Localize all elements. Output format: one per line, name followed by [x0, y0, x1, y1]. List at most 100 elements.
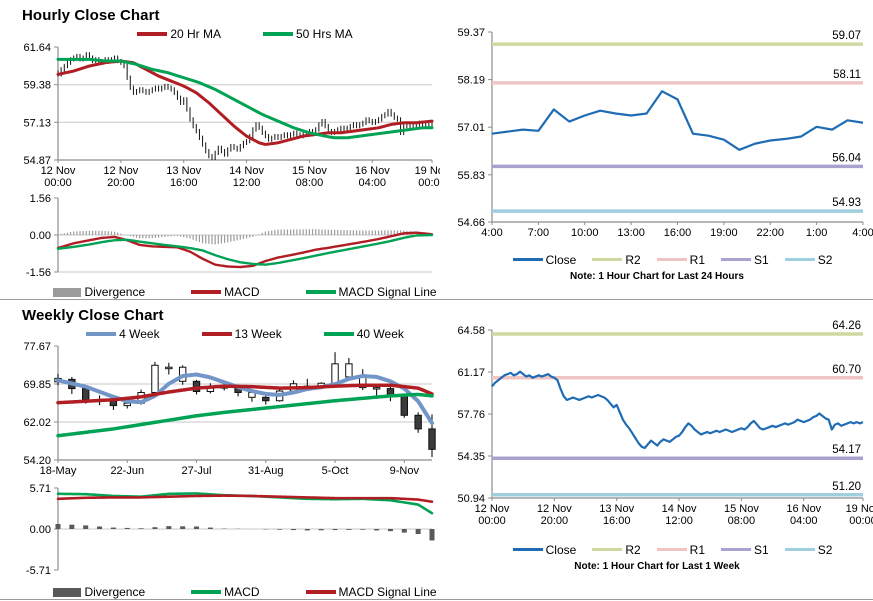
- line-swatch-icon: [191, 590, 222, 594]
- legend-label: R2: [625, 252, 641, 267]
- svg-text:12:00: 12:00: [665, 515, 693, 527]
- legend-label: Divergence: [84, 585, 146, 599]
- legend-item-macd: MACD: [191, 585, 260, 599]
- legend-label: Close: [545, 252, 577, 267]
- line-swatch-icon: [656, 257, 687, 262]
- svg-text:59.38: 59.38: [23, 80, 51, 92]
- svg-text:55.83: 55.83: [457, 170, 485, 182]
- svg-text:1:00: 1:00: [806, 227, 827, 239]
- svg-text:59.07: 59.07: [832, 30, 861, 42]
- svg-text:08:00: 08:00: [296, 177, 324, 189]
- legend-label: 50 Hrs MA: [296, 27, 353, 41]
- legend-label: R2: [625, 542, 641, 557]
- hourly-section-title: Hourly Close Chart: [22, 7, 160, 24]
- svg-text:64.26: 64.26: [832, 320, 861, 332]
- svg-text:10:00: 10:00: [571, 227, 599, 239]
- hourly-section: Hourly Close Chart 20 Hr MA 50 Hrs MA 61.…: [0, 0, 873, 300]
- svg-text:16:00: 16:00: [664, 227, 692, 239]
- line-swatch-icon: [305, 290, 336, 294]
- legend-label: R1: [689, 542, 705, 557]
- line-swatch-icon: [191, 290, 222, 294]
- svg-text:7:00: 7:00: [528, 227, 549, 239]
- svg-text:51.20: 51.20: [832, 481, 861, 493]
- weekly-section: Weekly Close Chart 4 Week 13 Week 40 Week …: [0, 300, 873, 600]
- line-swatch-icon: [512, 257, 543, 262]
- legend-item-macd: MACD: [191, 285, 260, 299]
- svg-text:-1.56: -1.56: [26, 267, 51, 279]
- svg-text:13 Nov: 13 Nov: [599, 503, 634, 515]
- line-swatch-icon: [784, 257, 815, 262]
- svg-text:0.00: 0.00: [30, 524, 51, 536]
- legend-label: R1: [689, 252, 705, 267]
- divergence-swatch-icon: [53, 287, 82, 297]
- weekly-chart-note: Note: 1 Hour Chart for Last 1 Week: [574, 561, 740, 572]
- svg-text:12 Nov: 12 Nov: [103, 165, 138, 177]
- legend-label: 13 Week: [234, 327, 282, 341]
- legend-label: Close: [545, 542, 577, 557]
- svg-text:69.85: 69.85: [23, 379, 51, 391]
- svg-text:27-Jul: 27-Jul: [182, 465, 212, 477]
- legend-label: 40 Week: [356, 327, 404, 341]
- line-swatch-icon: [721, 547, 751, 552]
- svg-text:22-Jun: 22-Jun: [110, 465, 144, 477]
- svg-text:12 Nov: 12 Nov: [537, 503, 572, 515]
- weekly-macd-legend: Divergence MACD MACD Signal Line: [53, 584, 437, 600]
- weekly-right-panel: 64.58 61.17 57.76 54.35 50.94 12 Nov 00:00 12 N…: [438, 300, 873, 599]
- svg-text:57.76: 57.76: [457, 409, 485, 421]
- svg-text:54.66: 54.66: [457, 217, 485, 229]
- legend-item-macd-signal-line: MACD Signal Line: [305, 285, 437, 299]
- line-swatch-icon: [656, 547, 687, 552]
- svg-text:0.00: 0.00: [30, 230, 51, 242]
- svg-text:13 Nov: 13 Nov: [166, 165, 201, 177]
- svg-text:50.94: 50.94: [457, 493, 485, 505]
- weekly-left-panel: Weekly Close Chart 4 Week 13 Week 40 Week …: [0, 300, 438, 599]
- line-swatch-icon: [305, 590, 336, 594]
- line-swatch-icon: [86, 332, 117, 336]
- hourly-chart-note: Note: 1 Hour Chart for Last 24 Hours: [570, 271, 744, 282]
- svg-text:00:00: 00:00: [44, 177, 72, 189]
- svg-text:14 Nov: 14 Nov: [662, 503, 697, 515]
- svg-text:54.35: 54.35: [457, 451, 485, 463]
- svg-text:16 Nov: 16 Nov: [786, 503, 821, 515]
- svg-text:13:00: 13:00: [617, 227, 645, 239]
- svg-text:54.20: 54.20: [23, 455, 51, 467]
- hourly-right-panel: 59.37 58.19 57.01 55.83 54.66 4:00 7:00 10:00 13…: [438, 0, 873, 299]
- line-swatch-icon: [721, 257, 751, 262]
- svg-text:16:00: 16:00: [603, 515, 631, 527]
- svg-text:60.70: 60.70: [832, 364, 861, 376]
- line-swatch-icon: [512, 547, 543, 552]
- line-swatch-icon: [137, 32, 168, 36]
- legend-label: MACD Signal Line: [338, 285, 437, 299]
- legend-label: MACD: [224, 285, 260, 299]
- svg-text:59.37: 59.37: [457, 27, 485, 39]
- svg-text:15 Nov: 15 Nov: [292, 165, 327, 177]
- legend-item-s2: S2: [784, 252, 833, 267]
- svg-text:4:00: 4:00: [852, 227, 873, 239]
- legend-label: S1: [754, 542, 769, 557]
- line-swatch-icon: [592, 257, 623, 262]
- svg-text:04:00: 04:00: [359, 177, 387, 189]
- legend-item-50-hrs-ma: 50 Hrs MA: [263, 27, 353, 41]
- legend-item-20-hr-ma: 20 Hr MA: [137, 27, 221, 41]
- svg-text:54.87: 54.87: [23, 155, 51, 167]
- svg-text:12:00: 12:00: [233, 177, 261, 189]
- svg-text:20:00: 20:00: [541, 515, 569, 527]
- svg-text:00:00: 00:00: [849, 515, 873, 527]
- svg-text:58.11: 58.11: [833, 69, 861, 81]
- legend-item-s2: S2: [784, 542, 833, 557]
- legend-label: S2: [817, 252, 833, 267]
- svg-text:08:00: 08:00: [728, 515, 756, 527]
- hourly-macd-legend: Divergence MACD MACD Signal Line: [53, 284, 437, 300]
- legend-label: S2: [817, 542, 833, 557]
- svg-text:62.02: 62.02: [23, 417, 51, 429]
- svg-text:77.67: 77.67: [23, 342, 51, 353]
- weekly-sr-legend: Close R2 R1 S1 S2: [482, 542, 863, 557]
- svg-text:20:00: 20:00: [107, 177, 135, 189]
- line-swatch-icon: [323, 332, 354, 336]
- legend-item-close: Close: [512, 542, 577, 557]
- legend-item-4-week: 4 Week: [86, 327, 160, 341]
